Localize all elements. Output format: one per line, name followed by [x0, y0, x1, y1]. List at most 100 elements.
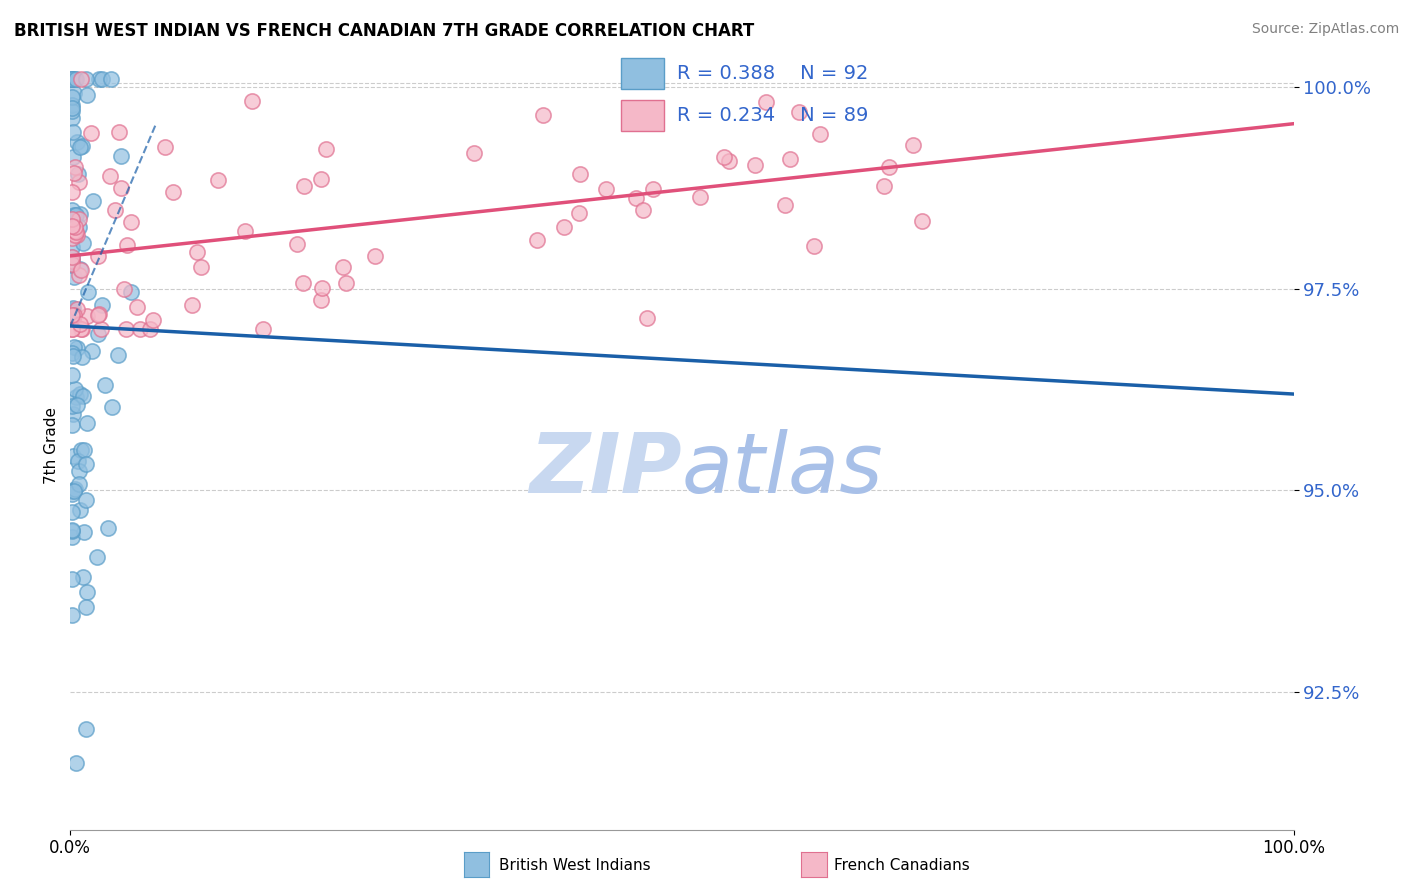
Point	[60, 253, 83, 268]
Point	[65, 71, 87, 86]
Point	[332, 260, 354, 274]
Point	[82, 194, 104, 208]
Point	[60, 112, 83, 126]
Point	[713, 150, 735, 164]
Point	[60, 202, 83, 217]
Point	[69, 71, 91, 86]
Point	[63, 340, 86, 354]
Point	[65, 341, 87, 355]
Point	[292, 276, 315, 290]
Point	[65, 227, 87, 242]
Point	[60, 572, 83, 586]
Point	[69, 502, 91, 516]
Point	[60, 322, 83, 336]
Point	[311, 281, 333, 295]
Point	[70, 322, 93, 336]
Point	[63, 160, 86, 174]
Point	[76, 585, 98, 599]
Point	[69, 387, 91, 401]
Point	[315, 141, 337, 155]
Point	[125, 300, 148, 314]
Point	[60, 487, 83, 501]
Point	[60, 103, 83, 118]
Point	[60, 89, 83, 103]
Point	[526, 233, 548, 247]
Point	[62, 449, 84, 463]
Point	[120, 215, 142, 229]
Point	[80, 344, 103, 359]
Point	[60, 346, 83, 360]
Point	[63, 270, 86, 285]
Point	[108, 125, 131, 139]
Point	[65, 226, 87, 240]
Point	[60, 399, 83, 413]
Point	[60, 185, 83, 199]
Point	[66, 398, 89, 412]
Point	[911, 214, 934, 228]
Point	[60, 254, 83, 268]
Text: BRITISH WEST INDIAN VS FRENCH CANADIAN 7TH GRADE CORRELATION CHART: BRITISH WEST INDIAN VS FRENCH CANADIAN 7…	[14, 22, 754, 40]
Point	[63, 208, 86, 222]
Point	[101, 400, 124, 414]
Point	[63, 87, 86, 101]
Point	[810, 127, 832, 141]
Point	[60, 257, 83, 271]
Point	[60, 250, 83, 264]
Point	[463, 146, 485, 161]
Point	[233, 224, 256, 238]
Point	[75, 600, 97, 615]
Point	[70, 138, 93, 153]
Point	[60, 250, 83, 264]
Point	[97, 521, 120, 535]
Point	[636, 310, 658, 325]
Point	[100, 71, 122, 86]
Point	[60, 484, 83, 499]
Point	[62, 301, 84, 315]
Point	[186, 244, 208, 259]
Point	[60, 530, 83, 544]
Point	[901, 137, 924, 152]
Point	[718, 153, 741, 168]
Point	[90, 322, 112, 336]
Point	[110, 149, 132, 163]
FancyBboxPatch shape	[621, 58, 664, 89]
Point	[91, 71, 114, 86]
Point	[65, 756, 87, 771]
Point	[531, 108, 554, 122]
Point	[60, 71, 83, 86]
Point	[60, 240, 83, 254]
Point	[75, 71, 97, 86]
Text: British West Indians: British West Indians	[499, 858, 651, 872]
Point	[69, 442, 91, 457]
Y-axis label: 7th Grade: 7th Grade	[44, 408, 59, 484]
Point	[60, 71, 83, 86]
Point	[73, 443, 96, 458]
Point	[755, 95, 778, 109]
Point	[60, 219, 83, 233]
Point	[75, 457, 97, 471]
Point	[309, 293, 332, 307]
Point	[67, 212, 90, 227]
Point	[89, 307, 111, 321]
Point	[335, 276, 357, 290]
Point	[60, 524, 83, 538]
Point	[60, 101, 83, 115]
Point	[779, 152, 801, 166]
Point	[120, 285, 142, 299]
Point	[62, 349, 84, 363]
Point	[75, 492, 97, 507]
Point	[76, 416, 98, 430]
Point	[73, 525, 96, 540]
Point	[153, 140, 176, 154]
Point	[72, 570, 94, 584]
Point	[87, 308, 110, 322]
Point	[309, 172, 332, 186]
Point	[67, 476, 90, 491]
Point	[252, 322, 274, 336]
Point	[76, 285, 98, 300]
Point	[60, 309, 83, 323]
Point	[162, 186, 184, 200]
Point	[63, 483, 86, 497]
Point	[775, 198, 797, 212]
Point	[190, 260, 212, 274]
